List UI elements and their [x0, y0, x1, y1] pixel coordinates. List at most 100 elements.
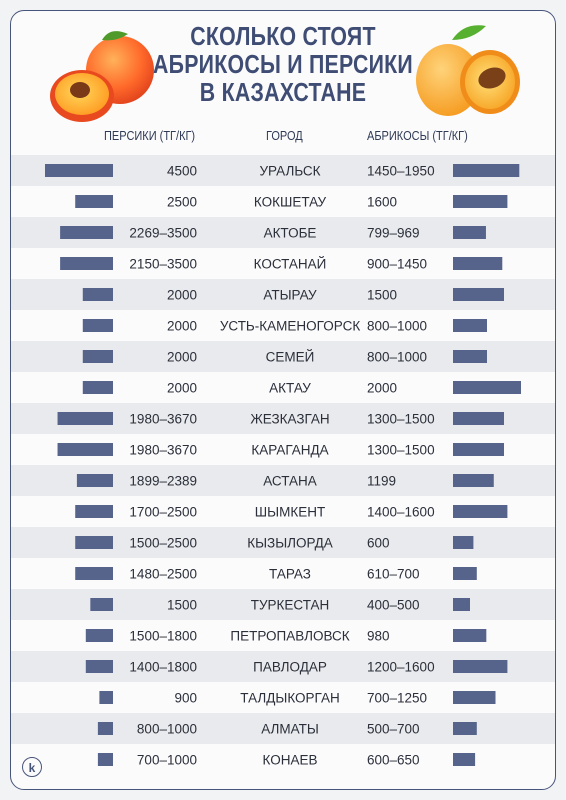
apricot-bar — [453, 474, 494, 487]
apricot-price-label: 1500 — [367, 288, 397, 303]
apricot-price-label: 400–500 — [367, 598, 420, 613]
city-label: ШЫМКЕНТ — [255, 505, 325, 520]
apricot-price-label: 600 — [367, 536, 390, 551]
peach-price-label: 1899–2389 — [129, 474, 197, 489]
title-line-2: АБРИКОСЫ И ПЕРСИКИ — [152, 49, 414, 79]
peaches-header: ПЕРСИКИ (ТГ/КГ) — [104, 129, 196, 143]
city-label: КОНАЕВ — [263, 753, 318, 768]
apricot-price-label: 980 — [367, 629, 390, 644]
peach-price-label: 1700–2500 — [129, 505, 197, 520]
apricot-bar — [453, 195, 508, 208]
peach-bar — [82, 381, 113, 394]
apricot-bar — [453, 629, 487, 642]
apricot-icon — [416, 25, 520, 116]
city-label: ПАВЛОДАР — [253, 660, 327, 675]
apricot-bar — [453, 567, 477, 580]
peach-price-label: 800–1000 — [137, 722, 197, 737]
apricot-bar — [453, 505, 508, 518]
peach-price-label: 2150–3500 — [129, 257, 197, 272]
peach-bar — [45, 164, 113, 177]
peach-price-label: 1500–2500 — [129, 536, 197, 551]
city-label: АКТАУ — [269, 381, 311, 396]
peach-bar — [57, 412, 113, 425]
peach-price-label: 1980–3670 — [129, 412, 197, 427]
peach-price-label: 4500 — [167, 164, 197, 179]
apricot-price-label: 610–700 — [367, 567, 420, 582]
peach-price-label: 2500 — [167, 195, 197, 210]
peach-bar — [76, 474, 113, 487]
apricot-bar — [453, 691, 496, 704]
city-label: УСТЬ-КАМЕНОГОРСК — [220, 319, 361, 334]
apricot-bar — [453, 598, 470, 611]
apricot-price-label: 700–1250 — [367, 691, 427, 706]
city-label: АТЫРАУ — [263, 288, 317, 303]
peach-price-label: 2000 — [167, 319, 197, 334]
apricot-bar — [453, 350, 487, 363]
apricots-header: АБРИКОСЫ (ТГ/КГ) — [367, 129, 468, 143]
apricot-price-label: 1300–1500 — [367, 443, 435, 458]
brand-logo: k — [22, 757, 42, 777]
peach-bar — [60, 226, 113, 239]
peach-bar — [75, 536, 113, 549]
apricot-price-label: 800–1000 — [367, 319, 427, 334]
peach-price-label: 2000 — [167, 350, 197, 365]
city-label: ТАЛДЫКОРГАН — [240, 691, 339, 706]
peach-bar — [82, 319, 113, 332]
apricot-bar — [453, 753, 476, 766]
peach-price-label: 900 — [174, 691, 197, 706]
peach-bar — [57, 443, 113, 456]
peach-price-label: 1480–2500 — [129, 567, 197, 582]
apricot-bar — [453, 412, 504, 425]
apricot-bar — [453, 257, 503, 270]
apricot-bar — [453, 319, 487, 332]
apricot-price-label: 1400–1600 — [367, 505, 435, 520]
page-title: СКОЛЬКО СТОЯТ АБРИКОСЫ И ПЕРСИКИ В КАЗАХ… — [0, 22, 566, 106]
peach-bar — [82, 288, 113, 301]
apricot-price-label: 799–969 — [367, 226, 420, 241]
city-label: КАРАГАНДА — [251, 443, 328, 458]
peach-bar — [90, 598, 113, 611]
peach-price-label: 1500–1800 — [129, 629, 197, 644]
city-label: ТУРКЕСТАН — [251, 598, 330, 613]
city-label: АЛМАТЫ — [261, 722, 319, 737]
city-label: ПЕТРОПАВЛОВСК — [230, 629, 349, 644]
peach-price-label: 1500 — [167, 598, 197, 613]
apricot-price-label: 600–650 — [367, 753, 420, 768]
apricot-price-label: 1200–1600 — [367, 660, 435, 675]
apricot-price-label: 1450–1950 — [367, 164, 435, 179]
city-label: АСТАНА — [263, 474, 317, 489]
apricot-bar — [453, 226, 486, 239]
peach-bar — [82, 350, 113, 363]
peach-bar — [85, 660, 113, 673]
city-label: ТАРАЗ — [269, 567, 311, 582]
apricot-price-label: 1199 — [367, 474, 396, 489]
peach-price-label: 2000 — [167, 288, 197, 303]
peach-bar — [85, 629, 113, 642]
apricot-bar — [453, 722, 477, 735]
peach-icon — [50, 31, 154, 122]
apricot-price-label: 800–1000 — [367, 350, 427, 365]
peach-price-label: 1980–3670 — [129, 443, 197, 458]
peach-price-label: 2000 — [167, 381, 197, 396]
apricot-bar — [453, 288, 504, 301]
title-line-3: В КАЗАХСТАНЕ — [199, 77, 367, 107]
peach-bar — [75, 505, 113, 518]
apricot-price-label: 500–700 — [367, 722, 420, 737]
apricot-price-label: 2000 — [367, 381, 397, 396]
city-label: КОСТАНАЙ — [254, 257, 327, 272]
city-label: КЫЗЫЛОРДА — [247, 536, 333, 551]
peach-bar — [97, 753, 113, 766]
apricot-price-label: 900–1450 — [367, 257, 427, 272]
peach-bar — [75, 567, 113, 580]
city-label: СЕМЕЙ — [266, 350, 315, 365]
apricot-bar — [453, 536, 474, 549]
city-header: ГОРОД — [266, 129, 303, 143]
city-label: ЖЕЗКАЗГАН — [250, 412, 329, 427]
title-line-1: СКОЛЬКО СТОЯТ — [190, 21, 376, 51]
city-label: КОКШЕТАУ — [254, 195, 327, 210]
peach-price-label: 2269–3500 — [129, 226, 197, 241]
apricot-bar — [453, 164, 520, 177]
peach-price-label: 700–1000 — [137, 753, 197, 768]
peach-bar — [99, 691, 113, 704]
